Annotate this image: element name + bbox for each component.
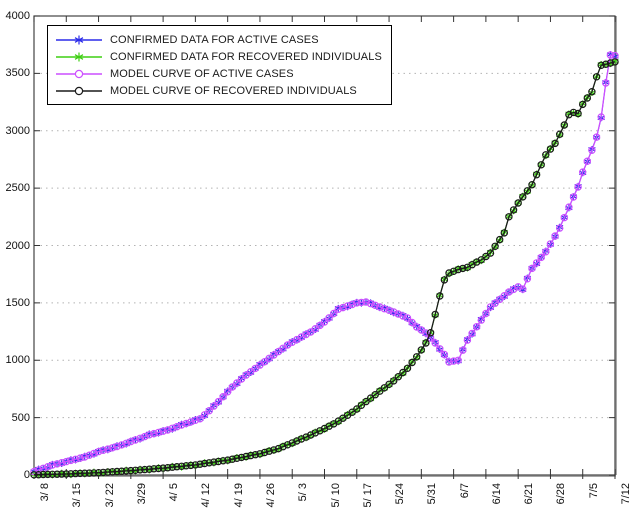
x-tick-label: 4/ 12 xyxy=(200,483,213,508)
x-tick-label: 4/ 5 xyxy=(168,483,181,502)
legend-label: MODEL CURVE OF RECOVERED INDIVIDUALS xyxy=(110,84,357,97)
x-tick-label: 5/24 xyxy=(394,483,407,505)
x-tick-label: 7/5 xyxy=(587,483,600,499)
x-tick-label: 6/7 xyxy=(458,483,471,499)
x-tick-label: 4/ 26 xyxy=(264,483,277,508)
legend-item-confirmed-active: CONFIRMED DATA FOR ACTIVE CASES xyxy=(55,31,382,48)
legend-item-confirmed-recovered: CONFIRMED DATA FOR RECOVERED INDIVIDUALS xyxy=(55,48,382,65)
y-tick-label: 3500 xyxy=(5,67,30,80)
x-tick-label: 7/12 xyxy=(620,483,630,505)
legend-label: MODEL CURVE OF ACTIVE CASES xyxy=(110,67,294,80)
x-tick-label: 6/21 xyxy=(523,483,536,505)
legend: CONFIRMED DATA FOR ACTIVE CASES CONFIRME… xyxy=(47,25,392,105)
asterisk-marker-icon xyxy=(55,50,103,64)
legend-item-model-active: MODEL CURVE OF ACTIVE CASES xyxy=(55,65,382,82)
asterisk-marker-icon xyxy=(55,33,103,47)
x-tick-label: 5/ 3 xyxy=(297,483,310,502)
x-tick-label: 6/14 xyxy=(490,483,503,505)
x-tick-label: 5/ 10 xyxy=(329,483,342,508)
x-tick-label: 4/ 19 xyxy=(232,483,245,508)
y-tick-label: 0 xyxy=(23,469,30,481)
circle-marker-icon xyxy=(55,67,103,81)
x-tick-label: 3/ 8 xyxy=(39,483,51,502)
y-tick-label: 2500 xyxy=(5,182,30,195)
y-tick-label: 2000 xyxy=(5,239,30,252)
y-tick-label: 1500 xyxy=(5,296,30,309)
y-tick-label: 1000 xyxy=(5,354,30,367)
x-tick-label: 6/28 xyxy=(555,483,568,505)
x-tick-label: 3/29 xyxy=(135,483,148,505)
x-tick-label: 3/ 22 xyxy=(103,483,116,508)
legend-label: CONFIRMED DATA FOR ACTIVE CASES xyxy=(110,33,319,46)
legend-label: CONFIRMED DATA FOR RECOVERED INDIVIDUALS xyxy=(110,50,382,63)
circle-marker-icon xyxy=(55,84,103,98)
x-tick-label: 3/ 15 xyxy=(71,483,84,508)
legend-item-model-recovered: MODEL CURVE OF RECOVERED INDIVIDUALS xyxy=(55,82,382,99)
y-tick-label: 3000 xyxy=(5,124,30,137)
x-tick-label: 5/ 17 xyxy=(361,483,374,508)
y-tick-label: 500 xyxy=(11,411,30,424)
y-tick-label: 4000 xyxy=(5,10,30,22)
x-tick-label: 5/31 xyxy=(426,483,439,505)
